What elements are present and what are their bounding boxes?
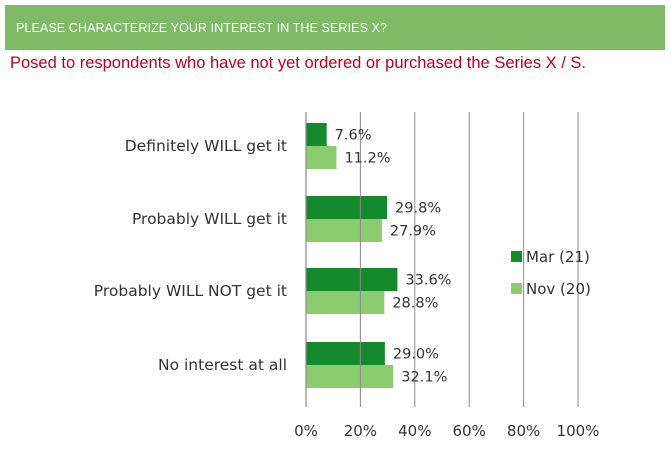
category-label-0: Definitely WILL get it bbox=[125, 137, 287, 155]
tick-label-0: 0% bbox=[294, 422, 318, 440]
tick-label-100: 100% bbox=[557, 422, 600, 440]
bar-nov20-0 bbox=[306, 146, 337, 169]
data-label-mar21-1: 29.8% bbox=[395, 201, 441, 217]
category-label-1: Probably WILL get it bbox=[132, 210, 287, 228]
legend-swatch-mar21 bbox=[511, 251, 522, 262]
data-label-nov20-3: 32.1% bbox=[401, 370, 447, 386]
bar-mar21-1 bbox=[306, 196, 388, 219]
data-label-nov20-2: 28.8% bbox=[392, 296, 438, 312]
tick-label-40: 40% bbox=[398, 422, 431, 440]
tick-label-80: 80% bbox=[507, 422, 540, 440]
data-label-nov20-1: 27.9% bbox=[390, 224, 436, 240]
legend-label-nov20: Nov (20) bbox=[526, 280, 591, 298]
legend-swatch-nov20 bbox=[511, 283, 522, 294]
tick-label-20: 20% bbox=[344, 422, 377, 440]
bar-nov20-3 bbox=[306, 365, 394, 388]
data-label-mar21-2: 33.6% bbox=[405, 273, 451, 289]
bar-nov20-2 bbox=[306, 291, 385, 314]
data-label-nov20-0: 11.2% bbox=[344, 151, 390, 167]
subtitle: Posed to respondents who have not yet or… bbox=[10, 54, 587, 72]
legend-label-mar21: Mar (21) bbox=[526, 248, 590, 266]
tick-label-60: 60% bbox=[453, 422, 486, 440]
bar-mar21-3 bbox=[306, 342, 385, 365]
bar-mar21-0 bbox=[306, 123, 327, 146]
category-label-2: Probably WILL NOT get it bbox=[94, 282, 287, 300]
header-bar: PLEASE CHARACTERIZE YOUR INTEREST IN THE… bbox=[5, 5, 665, 50]
bar-mar21-2 bbox=[306, 268, 398, 291]
data-label-mar21-3: 29.0% bbox=[393, 347, 439, 363]
data-label-mar21-0: 7.6% bbox=[335, 128, 372, 144]
bar-nov20-1 bbox=[306, 219, 382, 242]
category-label-3: No interest at all bbox=[158, 356, 287, 374]
header-title: PLEASE CHARACTERIZE YOUR INTEREST IN THE… bbox=[16, 20, 388, 35]
